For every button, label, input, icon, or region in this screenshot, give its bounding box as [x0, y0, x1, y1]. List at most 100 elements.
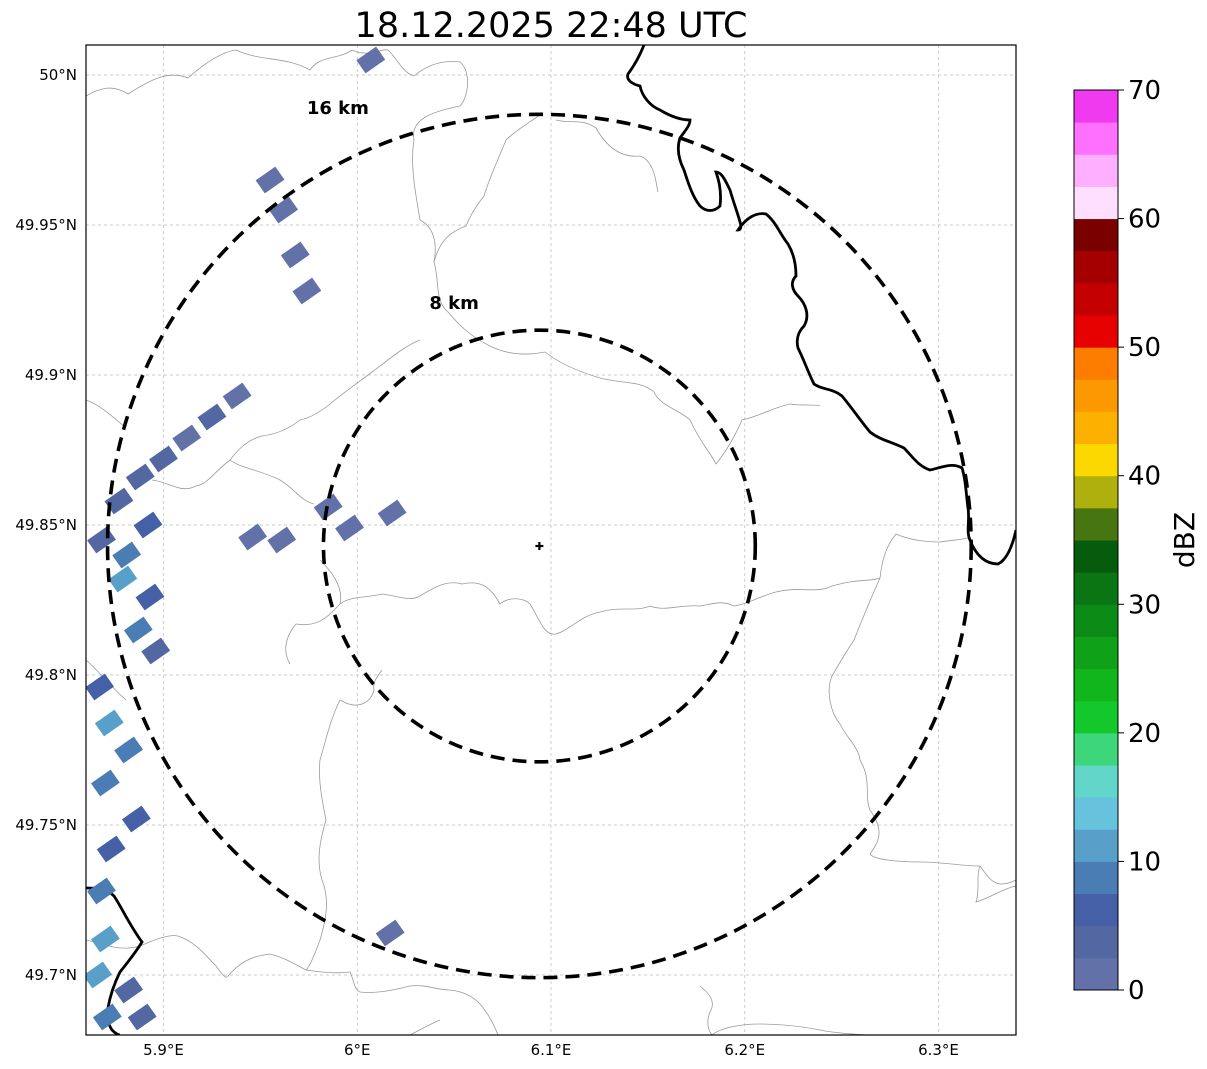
- reflectivity-cell: [375, 919, 405, 947]
- lat-tick-label: 49.85°N: [15, 516, 77, 534]
- longitude-axis: 5.9°E 6°E 6.1°E 6.2°E 6.3°E: [143, 1041, 959, 1059]
- colorbar-segment: [1074, 186, 1118, 220]
- lon-tick-label: 6.3°E: [918, 1041, 959, 1059]
- reflectivity-cell: [335, 514, 364, 542]
- reflectivity-cell: [87, 526, 116, 554]
- colorbar-tick-label: 40: [1128, 462, 1161, 492]
- range-ring-label: 8 km: [429, 293, 479, 314]
- colorbar-tick-label: 10: [1128, 847, 1161, 877]
- latitude-axis: 50°N 49.95°N 49.9°N 49.85°N 49.8°N 49.75°N 49.…: [15, 66, 77, 984]
- colorbar-segment: [1074, 861, 1118, 895]
- reflectivity-cell: [280, 241, 310, 269]
- lon-tick-label: 6°E: [344, 1041, 371, 1059]
- colorbar-tick-label: 70: [1128, 76, 1161, 106]
- lon-tick-label: 5.9°E: [143, 1041, 184, 1059]
- reflectivity-cell: [133, 511, 163, 539]
- plot-frame: [85, 44, 1017, 1036]
- reflectivity-cell: [125, 463, 155, 491]
- reflectivity-cell: [104, 487, 134, 515]
- reflectivity-cell: [172, 424, 202, 452]
- colorbar-segment: [1074, 893, 1118, 927]
- reflectivity-cell: [90, 769, 120, 797]
- range-ring-label: 16 km: [307, 98, 369, 119]
- colorbar-segment: [1074, 700, 1118, 734]
- colorbar-segment: [1074, 90, 1118, 123]
- reflectivity-cell: [90, 925, 120, 953]
- colorbar-segment: [1074, 347, 1118, 380]
- reflectivity-cell: [255, 166, 285, 194]
- lat-tick-label: 49.95°N: [15, 216, 77, 234]
- colorbar-tick-label: 20: [1128, 719, 1161, 749]
- reflectivity-cell: [356, 46, 386, 74]
- colorbar-segment: [1074, 154, 1118, 187]
- colorbar-segment: [1074, 797, 1118, 830]
- reflectivity-cell: [269, 196, 299, 224]
- map-gridlines: [86, 45, 1016, 1035]
- reflectivity-cell: [94, 709, 124, 737]
- lon-tick-label: 6.1°E: [531, 1041, 572, 1059]
- reflectivity-cell: [135, 583, 165, 611]
- national-borders: [86, 45, 1016, 1035]
- colorbar-segment: [1074, 957, 1118, 991]
- colorbar-segment: [1074, 572, 1118, 605]
- reflectivity-cell: [114, 736, 144, 764]
- colorbar-tick-label: 30: [1128, 590, 1161, 620]
- reflectivity-cell: [86, 673, 114, 701]
- reflectivity-cell: [377, 499, 407, 527]
- reflectivity-cell: [123, 616, 153, 644]
- lat-tick-label: 49.9°N: [25, 366, 77, 384]
- reflectivity-cell: [108, 565, 138, 593]
- colorbar-frame: [1073, 89, 1119, 991]
- reflectivity-cell: [141, 637, 171, 665]
- reflectivity-cell: [112, 541, 142, 569]
- colorbar-segment: [1074, 122, 1118, 155]
- dbz-colorbar: 0 10 20 30 40 50 60 70 dBZ: [1073, 76, 1201, 1006]
- reflectivity-cell: [222, 382, 252, 410]
- colorbar-segment: [1074, 765, 1118, 798]
- range-rings: [105, 112, 973, 980]
- colorbar-segment: [1074, 250, 1118, 284]
- colorbar-segment: [1074, 411, 1118, 445]
- colorbar-segment: [1074, 925, 1118, 959]
- radar-site-marker: [535, 542, 544, 550]
- reflectivity-cell: [121, 805, 151, 833]
- lat-tick-label: 49.75°N: [15, 816, 77, 834]
- range-ring: [321, 328, 758, 764]
- reflectivity-cell: [149, 445, 178, 473]
- colorbar-segment: [1074, 636, 1118, 670]
- colorbar-segment: [1074, 604, 1118, 637]
- colorbar-segment: [1074, 475, 1118, 509]
- colorbar-segment: [1074, 282, 1118, 316]
- reflectivity-cell: [127, 1003, 157, 1031]
- colorbar-segment: [1074, 218, 1118, 252]
- admin-boundaries: [86, 49, 1016, 1035]
- lat-tick-label: 50°N: [39, 66, 77, 84]
- reflectivity-cell: [267, 526, 297, 554]
- colorbar-segment: [1074, 443, 1118, 477]
- reflectivity-cell: [114, 976, 144, 1004]
- colorbar-label: dBZ: [1168, 512, 1201, 568]
- reflectivity-cell: [87, 877, 116, 905]
- reflectivity-cell: [238, 523, 268, 551]
- colorbar-segment: [1074, 315, 1118, 348]
- reflectivity-layer: [86, 46, 407, 1031]
- reflectivity-cell: [96, 835, 126, 863]
- colorbar-segment: [1074, 540, 1118, 573]
- range-ring-labels: 8 km 16 km: [307, 98, 479, 314]
- colorbar-segment: [1074, 507, 1118, 541]
- lon-tick-label: 6.2°E: [724, 1041, 765, 1059]
- lat-tick-label: 49.7°N: [25, 966, 77, 984]
- colorbar-segment: [1074, 379, 1118, 412]
- map-title: 18.12.2025 22:48 UTC: [354, 6, 748, 46]
- lat-tick-label: 49.8°N: [25, 666, 77, 684]
- reflectivity-cell: [86, 961, 113, 989]
- colorbar-segment: [1074, 732, 1118, 766]
- colorbar-tick-label: 50: [1128, 333, 1161, 363]
- colorbar-tick-label: 60: [1128, 205, 1161, 235]
- colorbar-segment: [1074, 668, 1118, 702]
- colorbar-segment: [1074, 829, 1118, 862]
- range-ring: [105, 112, 973, 980]
- reflectivity-cell: [292, 277, 322, 305]
- colorbar-tick-label: 0: [1128, 976, 1145, 1006]
- reflectivity-cell: [92, 1003, 122, 1031]
